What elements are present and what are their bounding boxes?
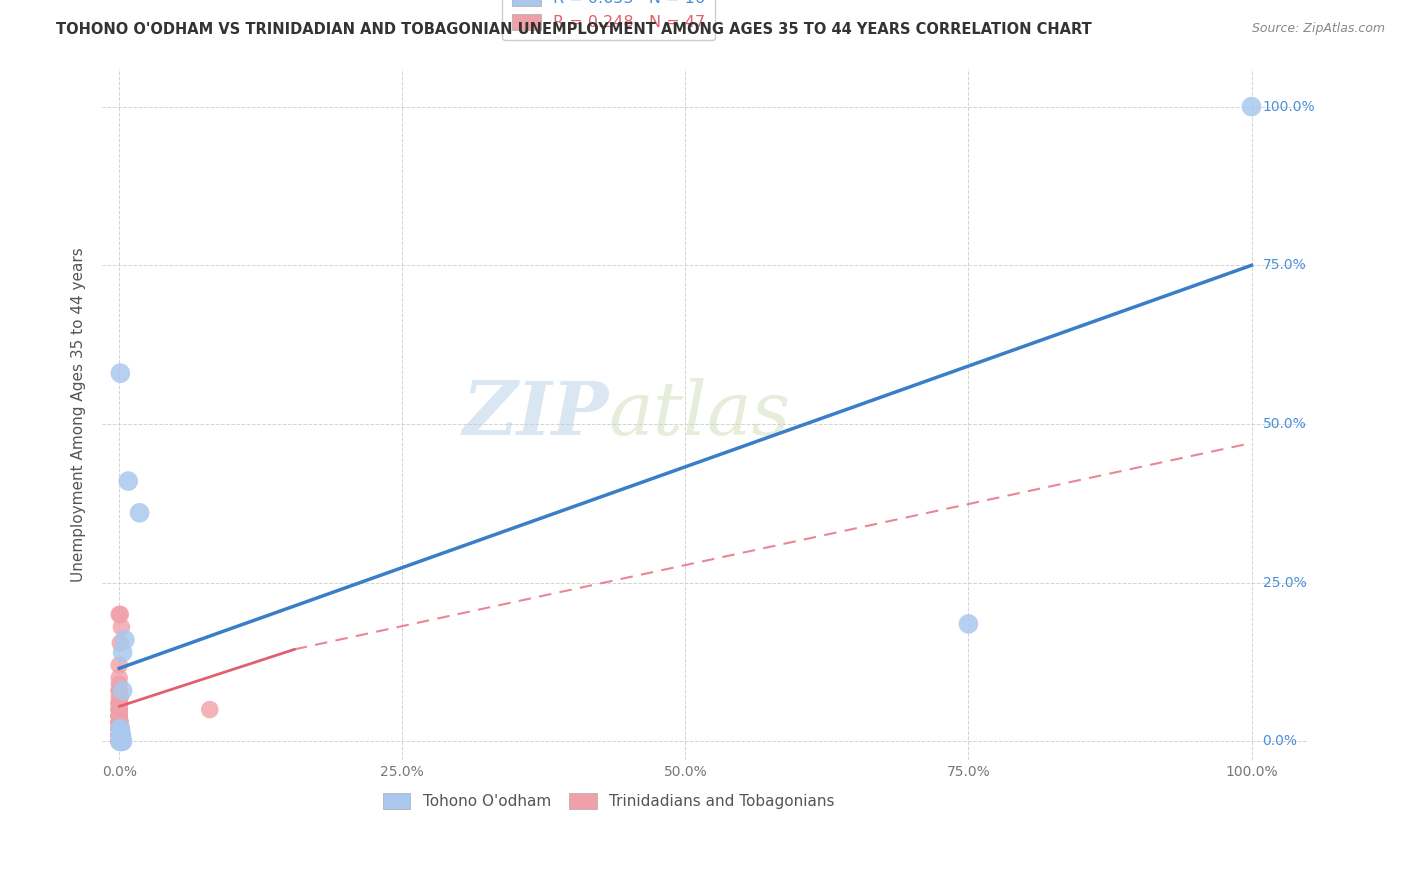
Point (108, 722, 131, 736)
Point (108, 658, 131, 673)
Point (108, 722, 131, 736)
Point (111, 683, 134, 698)
Point (108, 671, 131, 685)
Point (108, 715, 131, 730)
Point (198, 703, 221, 717)
Point (108, 709, 131, 723)
Point (108, 715, 131, 730)
Point (110, 715, 132, 730)
Point (108, 715, 131, 730)
Text: 25.0%: 25.0% (1263, 575, 1306, 590)
Point (108, 677, 131, 691)
Point (110, 728, 132, 742)
Point (108, 722, 131, 736)
Point (110, 690, 132, 704)
Point (128, 506, 150, 520)
Point (108, 734, 131, 748)
Point (108, 709, 131, 723)
Point (110, 366, 132, 380)
Point (108, 715, 131, 730)
Text: 75.0%: 75.0% (1263, 259, 1306, 272)
Point (110, 722, 132, 736)
Point (108, 728, 131, 742)
Point (108, 696, 131, 710)
Point (117, 474, 139, 488)
Y-axis label: Unemployment Among Ages 35 to 44 years: Unemployment Among Ages 35 to 44 years (72, 247, 86, 582)
Point (108, 683, 131, 698)
Point (108, 703, 131, 717)
Point (114, 632, 136, 647)
Point (108, 734, 131, 748)
Point (110, 620, 132, 634)
Point (108, 734, 131, 748)
Point (108, 709, 131, 723)
Text: TOHONO O'ODHAM VS TRINIDADIAN AND TOBAGONIAN UNEMPLOYMENT AMONG AGES 35 TO 44 YE: TOHONO O'ODHAM VS TRINIDADIAN AND TOBAGO… (56, 22, 1092, 37)
Text: 50.0%: 50.0% (1263, 417, 1306, 431)
Point (108, 734, 131, 748)
Point (108, 722, 131, 736)
Point (108, 734, 131, 748)
Point (110, 728, 132, 742)
Point (108, 683, 131, 698)
Point (108, 703, 131, 717)
Point (108, 728, 131, 742)
Point (108, 728, 131, 742)
Point (110, 734, 132, 748)
Point (108, 690, 131, 704)
Point (108, 734, 131, 748)
Text: 0.0%: 0.0% (1263, 734, 1298, 748)
Point (108, 722, 131, 736)
Point (108, 715, 131, 730)
Point (1240, 100, 1263, 114)
Point (110, 734, 132, 748)
Point (110, 636, 132, 650)
Point (108, 696, 131, 710)
Text: 100.0%: 100.0% (1263, 100, 1315, 113)
Point (108, 728, 131, 742)
Text: atlas: atlas (609, 378, 790, 450)
Point (108, 734, 131, 748)
Text: ZIP: ZIP (463, 378, 609, 450)
Point (110, 728, 132, 742)
Point (108, 607, 131, 622)
Point (108, 703, 131, 717)
Point (110, 734, 132, 748)
Point (111, 734, 134, 748)
Point (108, 709, 131, 723)
Point (111, 645, 134, 659)
Legend: Tohono O'odham, Trinidadians and Tobagonians: Tohono O'odham, Trinidadians and Tobagon… (377, 787, 841, 815)
Point (957, 616, 980, 631)
Point (108, 709, 131, 723)
Text: Source: ZipAtlas.com: Source: ZipAtlas.com (1251, 22, 1385, 36)
Point (108, 722, 131, 736)
Point (110, 607, 132, 622)
Point (110, 722, 132, 736)
Point (108, 696, 131, 710)
